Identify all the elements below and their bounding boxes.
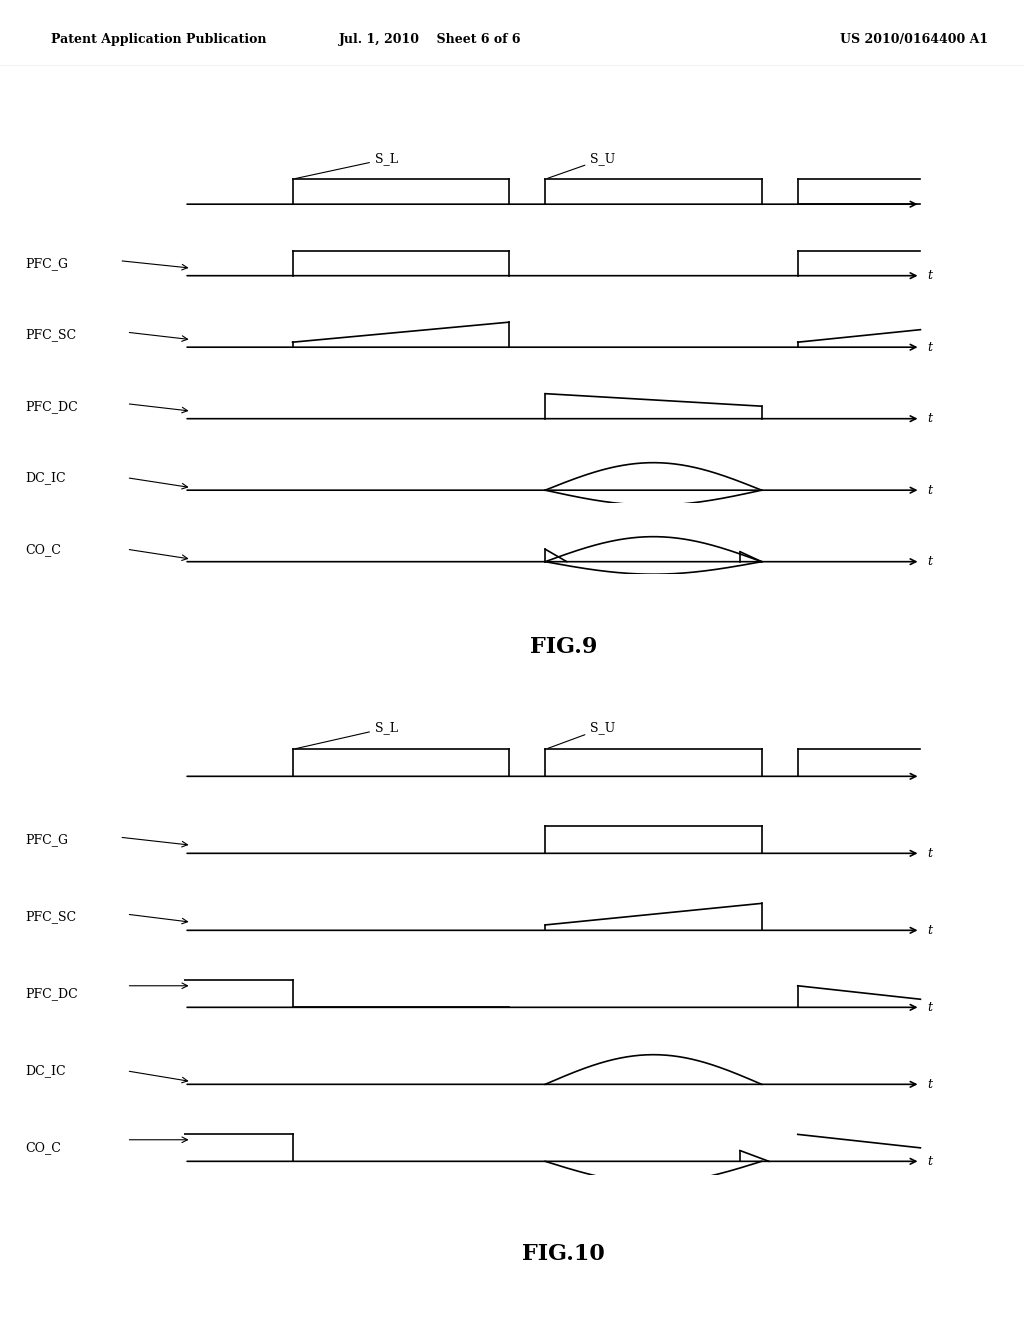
- Text: t: t: [928, 1001, 933, 1014]
- Text: t: t: [928, 1155, 933, 1168]
- Text: t: t: [928, 412, 933, 425]
- Text: S_L: S_L: [295, 152, 398, 178]
- Text: US 2010/0164400 A1: US 2010/0164400 A1: [840, 33, 988, 46]
- Text: t: t: [928, 847, 933, 859]
- Text: S_U: S_U: [548, 722, 615, 748]
- Text: t: t: [928, 556, 933, 568]
- Text: DC_IC: DC_IC: [26, 1064, 67, 1077]
- Text: FIG.10: FIG.10: [522, 1243, 604, 1265]
- Text: S_U: S_U: [548, 152, 615, 178]
- Text: PFC_SC: PFC_SC: [26, 911, 77, 924]
- Text: PFC_DC: PFC_DC: [26, 987, 78, 1001]
- Text: PFC_G: PFC_G: [26, 256, 69, 269]
- Text: Patent Application Publication: Patent Application Publication: [51, 33, 266, 46]
- Text: PFC_SC: PFC_SC: [26, 329, 77, 341]
- Text: t: t: [928, 269, 933, 282]
- Text: t: t: [928, 341, 933, 354]
- Text: t: t: [928, 1078, 933, 1090]
- Text: S_L: S_L: [295, 722, 398, 748]
- Text: CO_C: CO_C: [26, 543, 61, 556]
- Text: CO_C: CO_C: [26, 1142, 61, 1155]
- Text: Jul. 1, 2010    Sheet 6 of 6: Jul. 1, 2010 Sheet 6 of 6: [339, 33, 521, 46]
- Text: PFC_G: PFC_G: [26, 833, 69, 846]
- Text: FIG.9: FIG.9: [529, 636, 597, 657]
- Text: t: t: [928, 924, 933, 937]
- Text: DC_IC: DC_IC: [26, 471, 67, 484]
- Text: t: t: [928, 483, 933, 496]
- Text: PFC_DC: PFC_DC: [26, 400, 78, 413]
